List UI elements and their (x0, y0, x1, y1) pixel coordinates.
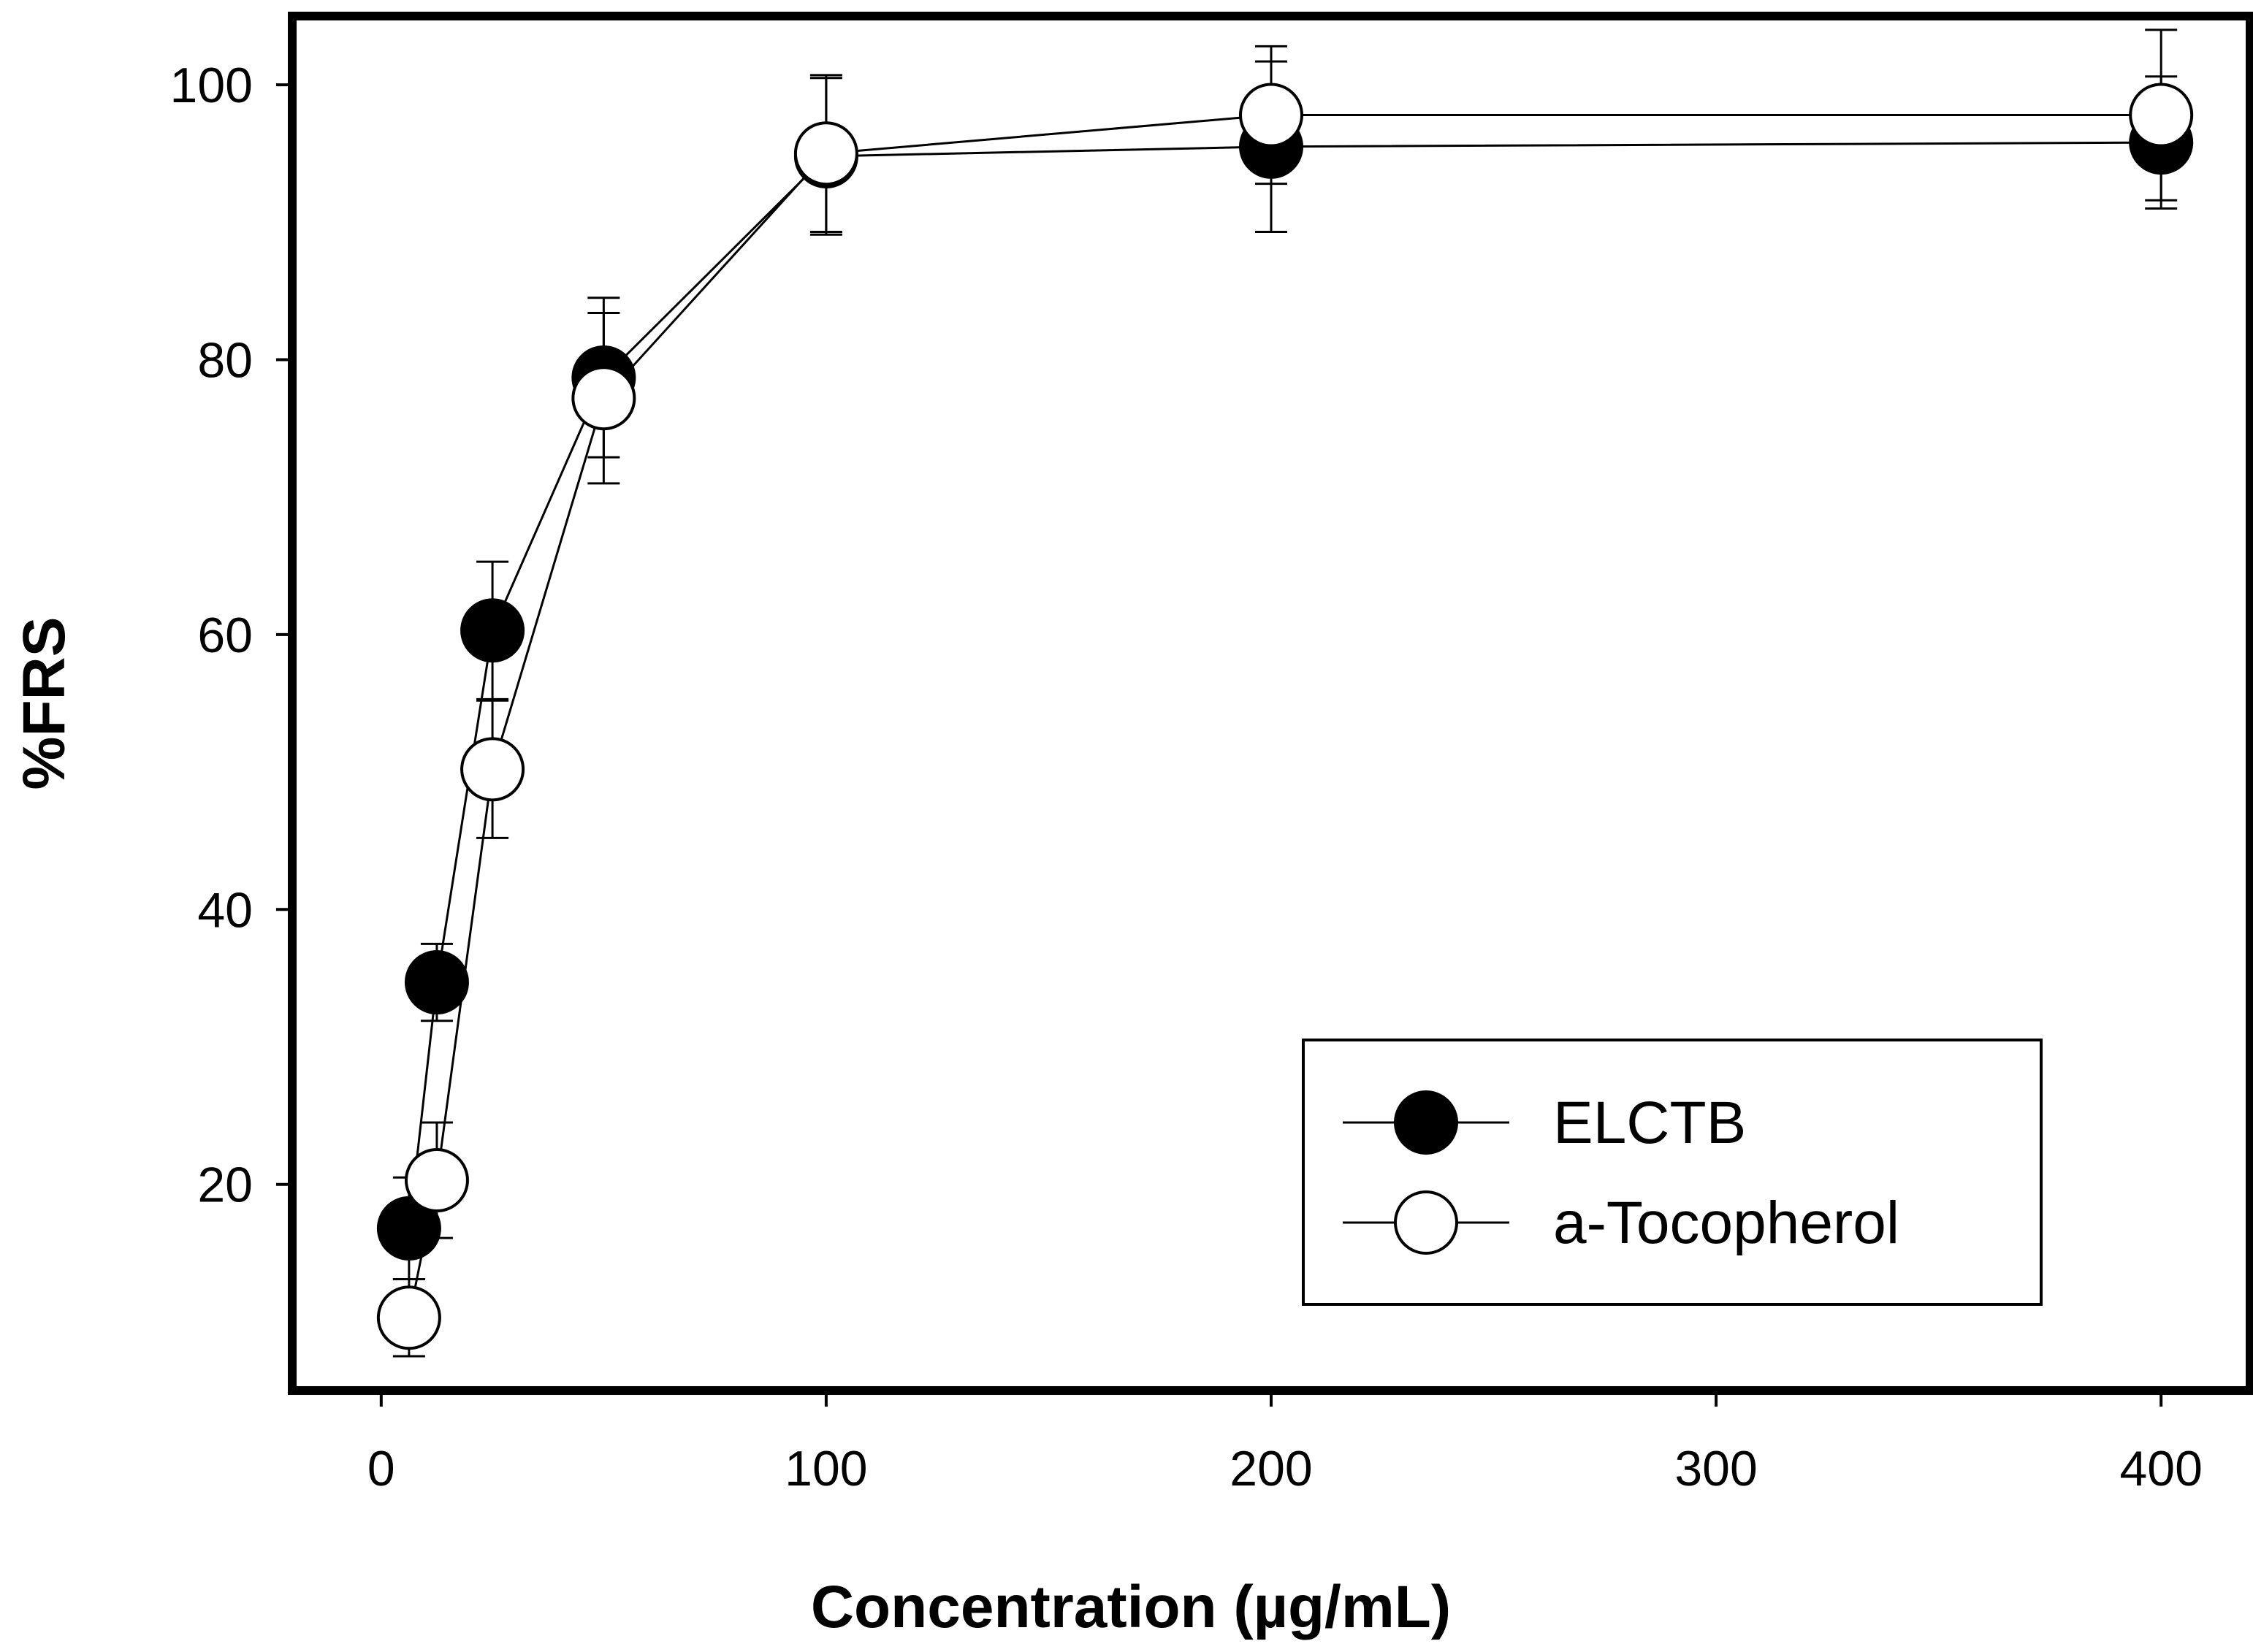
x-tick-label: 300 (1674, 1441, 1757, 1496)
y-tick-label: 40 (197, 882, 253, 938)
data-point-0 (376, 1196, 441, 1261)
legend-box (1302, 1039, 2043, 1306)
data-point-0 (404, 950, 469, 1015)
y-tick-label: 100 (170, 58, 253, 113)
x-tick-label: 400 (2119, 1441, 2202, 1496)
y-axis-title: %FRS (11, 617, 77, 790)
x-axis-title: Concentration (µg/mL) (811, 1574, 1451, 1640)
data-point-1 (793, 121, 858, 186)
legend-label-tocopherol: a-Tocopherol (1553, 1190, 1899, 1256)
data-point-1 (376, 1285, 441, 1350)
x-tick-label: 0 (367, 1441, 395, 1496)
legend: ELCTB a-Tocopherol (1302, 1039, 2043, 1306)
data-point-0 (460, 598, 525, 663)
y-tick-label: 80 (197, 333, 253, 389)
data-point-1 (404, 1148, 469, 1213)
data-point-1 (571, 366, 636, 431)
legend-label-elctb: ELCTB (1553, 1090, 1746, 1156)
x-tick-label: 100 (785, 1441, 867, 1496)
data-point-1 (2129, 83, 2194, 148)
y-tick-label: 60 (197, 608, 253, 663)
legend-marker-elctb (1394, 1090, 1458, 1155)
data-point-1 (460, 737, 525, 802)
data-point-1 (1239, 83, 1303, 148)
legend-marker-tocopherol (1394, 1190, 1458, 1255)
x-tick-label: 200 (1230, 1441, 1312, 1496)
y-tick-label: 20 (197, 1158, 253, 1213)
